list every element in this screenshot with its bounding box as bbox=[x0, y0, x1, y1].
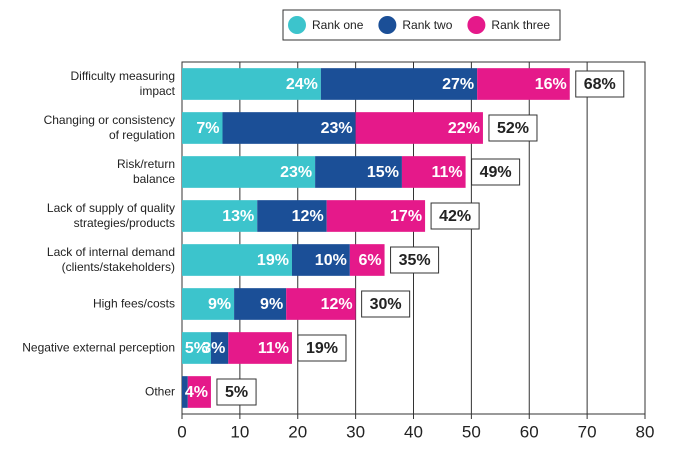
bar-segment bbox=[182, 376, 188, 408]
legend-swatch bbox=[288, 16, 306, 34]
bar-segment bbox=[257, 200, 327, 232]
data-label: 27% bbox=[442, 76, 474, 93]
y-tick-label: Other bbox=[144, 384, 175, 399]
total-box bbox=[488, 114, 538, 142]
data-label: 6% bbox=[358, 252, 381, 269]
total-box bbox=[575, 70, 625, 98]
bar-segment bbox=[187, 376, 211, 408]
bar-segment bbox=[355, 112, 483, 144]
total-box bbox=[390, 246, 440, 274]
total-box bbox=[216, 378, 257, 406]
x-tick-label: 80 bbox=[636, 422, 655, 441]
y-tick-label: Negative external perception bbox=[22, 340, 175, 355]
legend-swatch bbox=[378, 16, 397, 34]
x-tick-label: 0 bbox=[177, 422, 186, 441]
total-label: 19% bbox=[306, 340, 338, 357]
data-label: 24% bbox=[286, 76, 318, 93]
data-label: 10% bbox=[315, 252, 347, 269]
x-tick-label: 70 bbox=[578, 422, 597, 441]
data-label: 17% bbox=[390, 208, 422, 225]
total-label: 49% bbox=[480, 164, 512, 181]
y-tick-label: Difficulty measuring impact bbox=[70, 69, 175, 98]
x-tick-label: 30 bbox=[346, 422, 365, 441]
total-label: 5% bbox=[225, 384, 248, 401]
data-label: 3% bbox=[202, 340, 225, 357]
data-label: 22% bbox=[448, 120, 480, 137]
data-label: 9% bbox=[208, 296, 231, 313]
total-label: 68% bbox=[584, 76, 616, 93]
bar-segment bbox=[210, 332, 229, 364]
y-tick-label: Lack of supply of quality strategies/pro… bbox=[46, 201, 175, 230]
bar-segment bbox=[315, 156, 402, 188]
data-label: 23% bbox=[321, 120, 353, 137]
legend-label: Rank three bbox=[491, 18, 550, 32]
data-label: 15% bbox=[367, 164, 399, 181]
y-tick-label: Changing or consistency of regulation bbox=[43, 113, 175, 142]
total-box bbox=[471, 158, 521, 186]
data-label: 13% bbox=[222, 208, 254, 225]
data-label: 12% bbox=[292, 208, 324, 225]
total-label: 30% bbox=[370, 296, 402, 313]
x-tick-label: 20 bbox=[288, 422, 307, 441]
total-box bbox=[297, 334, 347, 362]
x-tick-label: 10 bbox=[230, 422, 249, 441]
x-tick-label: 60 bbox=[520, 422, 539, 441]
bar-segment bbox=[234, 288, 287, 320]
data-label: 11% bbox=[431, 164, 462, 181]
bar-segment bbox=[182, 332, 211, 364]
bar-segment bbox=[326, 200, 426, 232]
data-label: 11% bbox=[258, 340, 289, 357]
bar-segment bbox=[320, 68, 478, 100]
total-label: 42% bbox=[439, 208, 471, 225]
total-label: 35% bbox=[399, 252, 431, 269]
data-label: 23% bbox=[280, 164, 312, 181]
bar-segment bbox=[401, 156, 466, 188]
bar-segment bbox=[182, 68, 321, 100]
bar-segment bbox=[182, 112, 223, 144]
legend-swatch bbox=[467, 16, 486, 34]
legend-label: Rank one bbox=[312, 18, 364, 32]
total-label: 52% bbox=[497, 120, 529, 137]
bar-segment bbox=[349, 244, 385, 276]
data-label: 19% bbox=[257, 252, 289, 269]
y-tick-label: Lack of internal demand (clients/stakeho… bbox=[46, 245, 175, 274]
data-label: 12% bbox=[321, 296, 353, 313]
bar-segment bbox=[286, 288, 356, 320]
x-tick-label: 50 bbox=[462, 422, 481, 441]
data-label: 16% bbox=[535, 76, 567, 93]
data-label: 5% bbox=[185, 340, 208, 357]
x-tick-label: 40 bbox=[404, 422, 423, 441]
total-box bbox=[361, 290, 411, 318]
bar-segment bbox=[182, 156, 316, 188]
bar-segment bbox=[182, 244, 292, 276]
data-label: 9% bbox=[260, 296, 283, 313]
data-label: 7% bbox=[196, 120, 219, 137]
bar-segment bbox=[228, 332, 292, 364]
total-box bbox=[430, 202, 480, 230]
data-label: 4% bbox=[185, 384, 208, 401]
legend-frame bbox=[282, 9, 561, 41]
bar-segment bbox=[182, 200, 258, 232]
bar-segment bbox=[182, 288, 235, 320]
bar-segment bbox=[477, 68, 570, 100]
bar-segment bbox=[291, 244, 350, 276]
y-tick-label: High fees/costs bbox=[92, 296, 175, 311]
bar-segment bbox=[222, 112, 356, 144]
y-tick-label: Risk/return balance bbox=[116, 157, 175, 186]
legend-label: Rank two bbox=[402, 18, 452, 32]
